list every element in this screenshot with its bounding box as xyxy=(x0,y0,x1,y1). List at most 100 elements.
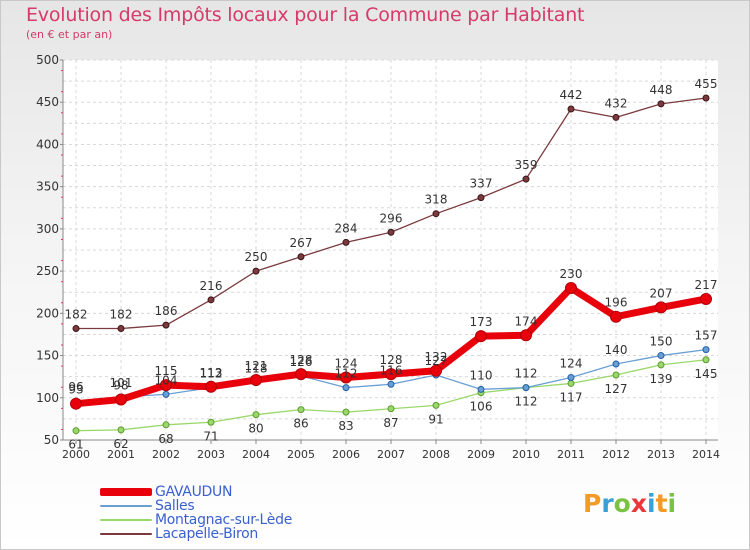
data-point xyxy=(342,408,350,416)
x-tick-label: 2004 xyxy=(242,448,270,461)
data-point xyxy=(477,194,485,202)
data-point xyxy=(117,325,125,333)
data-point xyxy=(702,356,710,364)
data-point xyxy=(72,427,80,435)
data-point xyxy=(70,397,82,410)
data-point xyxy=(610,310,622,323)
data-label: 86 xyxy=(293,417,308,431)
data-label: 296 xyxy=(380,211,403,225)
data-label: 96 xyxy=(68,380,83,394)
data-label: 140 xyxy=(605,343,628,357)
proxiti-logo: Proxiti xyxy=(583,489,676,518)
data-label: 61 xyxy=(68,438,83,452)
data-label: 112 xyxy=(515,395,538,409)
data-label: 207 xyxy=(650,286,673,300)
data-label: 455 xyxy=(695,77,718,91)
legend-label: Montagnac-sur-Lède xyxy=(155,512,293,528)
legend-label: Lacapelle-Biron xyxy=(155,526,258,542)
data-point xyxy=(162,321,170,329)
legend-item: Montagnac-sur-Lède xyxy=(100,513,292,527)
data-point xyxy=(297,253,305,261)
data-point xyxy=(565,282,577,294)
data-point xyxy=(567,105,575,113)
data-label: 139 xyxy=(650,372,673,386)
data-label: 267 xyxy=(290,236,313,250)
data-point xyxy=(250,374,262,387)
data-point xyxy=(657,100,665,108)
data-label: 80 xyxy=(248,422,263,436)
data-label: 106 xyxy=(470,400,493,414)
logo-letter: r xyxy=(601,489,614,518)
data-point xyxy=(477,385,485,393)
data-point xyxy=(657,352,665,360)
data-label: 448 xyxy=(650,83,673,97)
data-label: 145 xyxy=(695,367,718,381)
legend-item: GAVAUDUN xyxy=(100,485,292,499)
data-label: 83 xyxy=(338,419,353,433)
data-point xyxy=(72,325,80,333)
data-point xyxy=(295,368,307,381)
data-label: 173 xyxy=(470,315,493,329)
data-label: 112 xyxy=(200,367,223,381)
data-point xyxy=(430,364,442,377)
data-label: 93 xyxy=(68,383,83,397)
data-label: 132 xyxy=(425,350,448,364)
legend-label: Salles xyxy=(155,498,195,514)
data-label: 128 xyxy=(380,353,403,367)
chart-subtitle: (en € et par an) xyxy=(26,28,113,41)
data-label: 174 xyxy=(515,314,538,328)
data-point xyxy=(522,384,530,392)
data-point xyxy=(702,346,710,354)
data-label: 113 xyxy=(200,366,223,380)
data-label: 91 xyxy=(428,412,443,426)
legend-swatch xyxy=(100,519,152,521)
data-point xyxy=(342,238,350,246)
data-label: 128 xyxy=(290,353,313,367)
data-label: 359 xyxy=(515,158,538,172)
data-label: 71 xyxy=(203,429,218,443)
logo-letter: i xyxy=(667,489,677,518)
data-point xyxy=(117,426,125,434)
data-label: 150 xyxy=(650,335,673,349)
data-point xyxy=(387,405,395,413)
data-label: 121 xyxy=(245,359,268,373)
x-tick-label: 2009 xyxy=(467,448,495,461)
data-label: 196 xyxy=(605,296,628,310)
data-label: 112 xyxy=(515,367,538,381)
data-point xyxy=(612,371,620,379)
y-tick-label: 350 xyxy=(36,180,59,194)
data-point xyxy=(207,296,215,304)
data-point xyxy=(700,292,712,305)
data-label: 337 xyxy=(470,177,493,191)
data-label: 112 xyxy=(335,367,358,381)
x-tick-label: 2006 xyxy=(332,448,360,461)
data-label: 117 xyxy=(560,390,583,404)
legend-label: GAVAUDUN xyxy=(155,484,233,500)
data-label: 186 xyxy=(155,304,178,318)
data-label: 182 xyxy=(110,308,133,322)
data-point xyxy=(567,374,575,382)
data-label: 127 xyxy=(605,382,628,396)
data-point xyxy=(567,379,575,387)
y-tick-label: 200 xyxy=(36,306,59,320)
data-point xyxy=(475,330,487,343)
logo-letter: x xyxy=(630,489,647,518)
x-tick-label: 2013 xyxy=(647,448,675,461)
data-point xyxy=(522,175,530,183)
x-tick-label: 2001 xyxy=(107,448,135,461)
data-point xyxy=(387,380,395,388)
x-tick-label: 2012 xyxy=(602,448,630,461)
data-point xyxy=(612,360,620,368)
data-point xyxy=(162,390,170,398)
data-label: 124 xyxy=(335,357,358,371)
chart-title: Evolution des Impôts locaux pour la Comm… xyxy=(26,4,585,26)
data-point xyxy=(385,368,397,381)
y-tick-label: 100 xyxy=(36,391,59,405)
data-label: 110 xyxy=(470,368,493,382)
data-label: 98 xyxy=(113,378,128,392)
data-point xyxy=(387,228,395,236)
legend-swatch xyxy=(100,533,152,535)
x-tick-label: 2011 xyxy=(557,448,585,461)
data-label: 182 xyxy=(65,308,88,322)
